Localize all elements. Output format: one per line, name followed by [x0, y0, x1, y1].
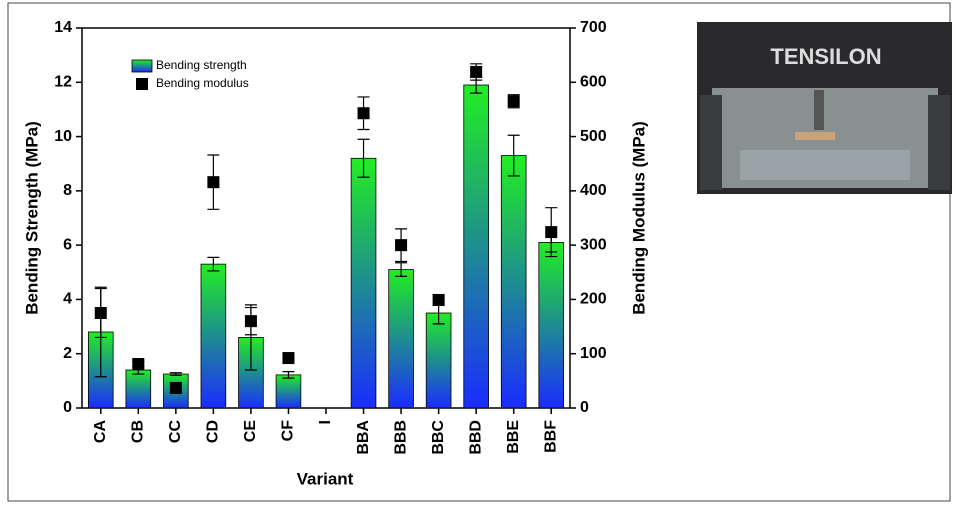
error-bar [207, 256, 220, 272]
modulus-marker [357, 107, 370, 120]
y-axis-title: Bending Strength (MPa) [22, 121, 41, 315]
legend-label: Bending strength [156, 58, 247, 72]
modulus-marker [132, 358, 145, 371]
bar [425, 312, 452, 409]
error-bar [507, 134, 520, 177]
bar [200, 263, 227, 409]
y-tick-label: 10 [54, 128, 72, 145]
bar [275, 374, 302, 409]
y2-tick-label: 100 [580, 345, 607, 362]
legend-swatch [131, 59, 153, 73]
error-bar [169, 372, 182, 377]
modulus-marker [169, 381, 182, 394]
x-tick-label: CA [92, 420, 109, 444]
y-tick-label: 12 [54, 74, 72, 91]
modulus-marker [507, 95, 520, 108]
error-bar [395, 262, 408, 277]
modulus-marker [244, 315, 257, 328]
modulus-marker [94, 307, 107, 319]
x-tick-label: CC [167, 420, 184, 444]
x-tick-label: BBB [392, 420, 409, 455]
x-tick-label: BBA [355, 420, 372, 455]
bar [500, 155, 527, 409]
y-tick-label: 14 [54, 19, 72, 36]
modulus-marker [470, 65, 483, 78]
modulus-marker [207, 176, 220, 189]
y2-tick-label: 200 [580, 291, 607, 308]
bar [538, 242, 565, 409]
x-tick-label: CE [242, 420, 259, 443]
x-tick-label: CD [205, 420, 222, 443]
y2-tick-label: 600 [580, 74, 607, 91]
modulus-marker [395, 239, 408, 252]
y2-axis-title: Bending Modulus (MPa) [629, 121, 648, 315]
y2-tick-label: 500 [580, 128, 607, 145]
photo-label: TENSILON [770, 44, 881, 69]
modulus-marker [282, 352, 295, 365]
y-tick-label: 4 [63, 291, 72, 308]
photo: TENSILON [697, 22, 952, 194]
y2-tick-label: 400 [580, 182, 607, 199]
y-tick-label: 8 [63, 182, 72, 199]
error-bar [282, 371, 295, 379]
y2-tick-label: 0 [580, 399, 589, 416]
bar [388, 269, 414, 409]
error-bar [357, 138, 370, 178]
x-tick-label: I [317, 420, 334, 424]
bar [125, 369, 152, 409]
y-tick-label: 6 [63, 236, 72, 253]
y2-tick-label: 300 [580, 236, 607, 253]
modulus-marker [432, 293, 445, 306]
bar [350, 157, 377, 409]
bar [463, 84, 489, 409]
frame [7, 2, 951, 502]
legend-label: Bending modulus [156, 76, 249, 90]
x-tick-label: CB [130, 420, 147, 443]
x-tick-label: BBC [430, 420, 447, 455]
legend-marker [136, 78, 148, 90]
x-tick-label: BBF [542, 420, 559, 453]
y-tick-label: 2 [63, 345, 72, 362]
x-tick-label: CF [280, 420, 297, 442]
modulus-marker [545, 226, 558, 239]
y-tick-label: 0 [63, 399, 72, 416]
x-tick-label: BBE [505, 420, 522, 454]
y2-tick-label: 700 [580, 19, 607, 36]
x-tick-label: BBD [467, 420, 484, 455]
x-axis-title: Variant [297, 469, 354, 488]
